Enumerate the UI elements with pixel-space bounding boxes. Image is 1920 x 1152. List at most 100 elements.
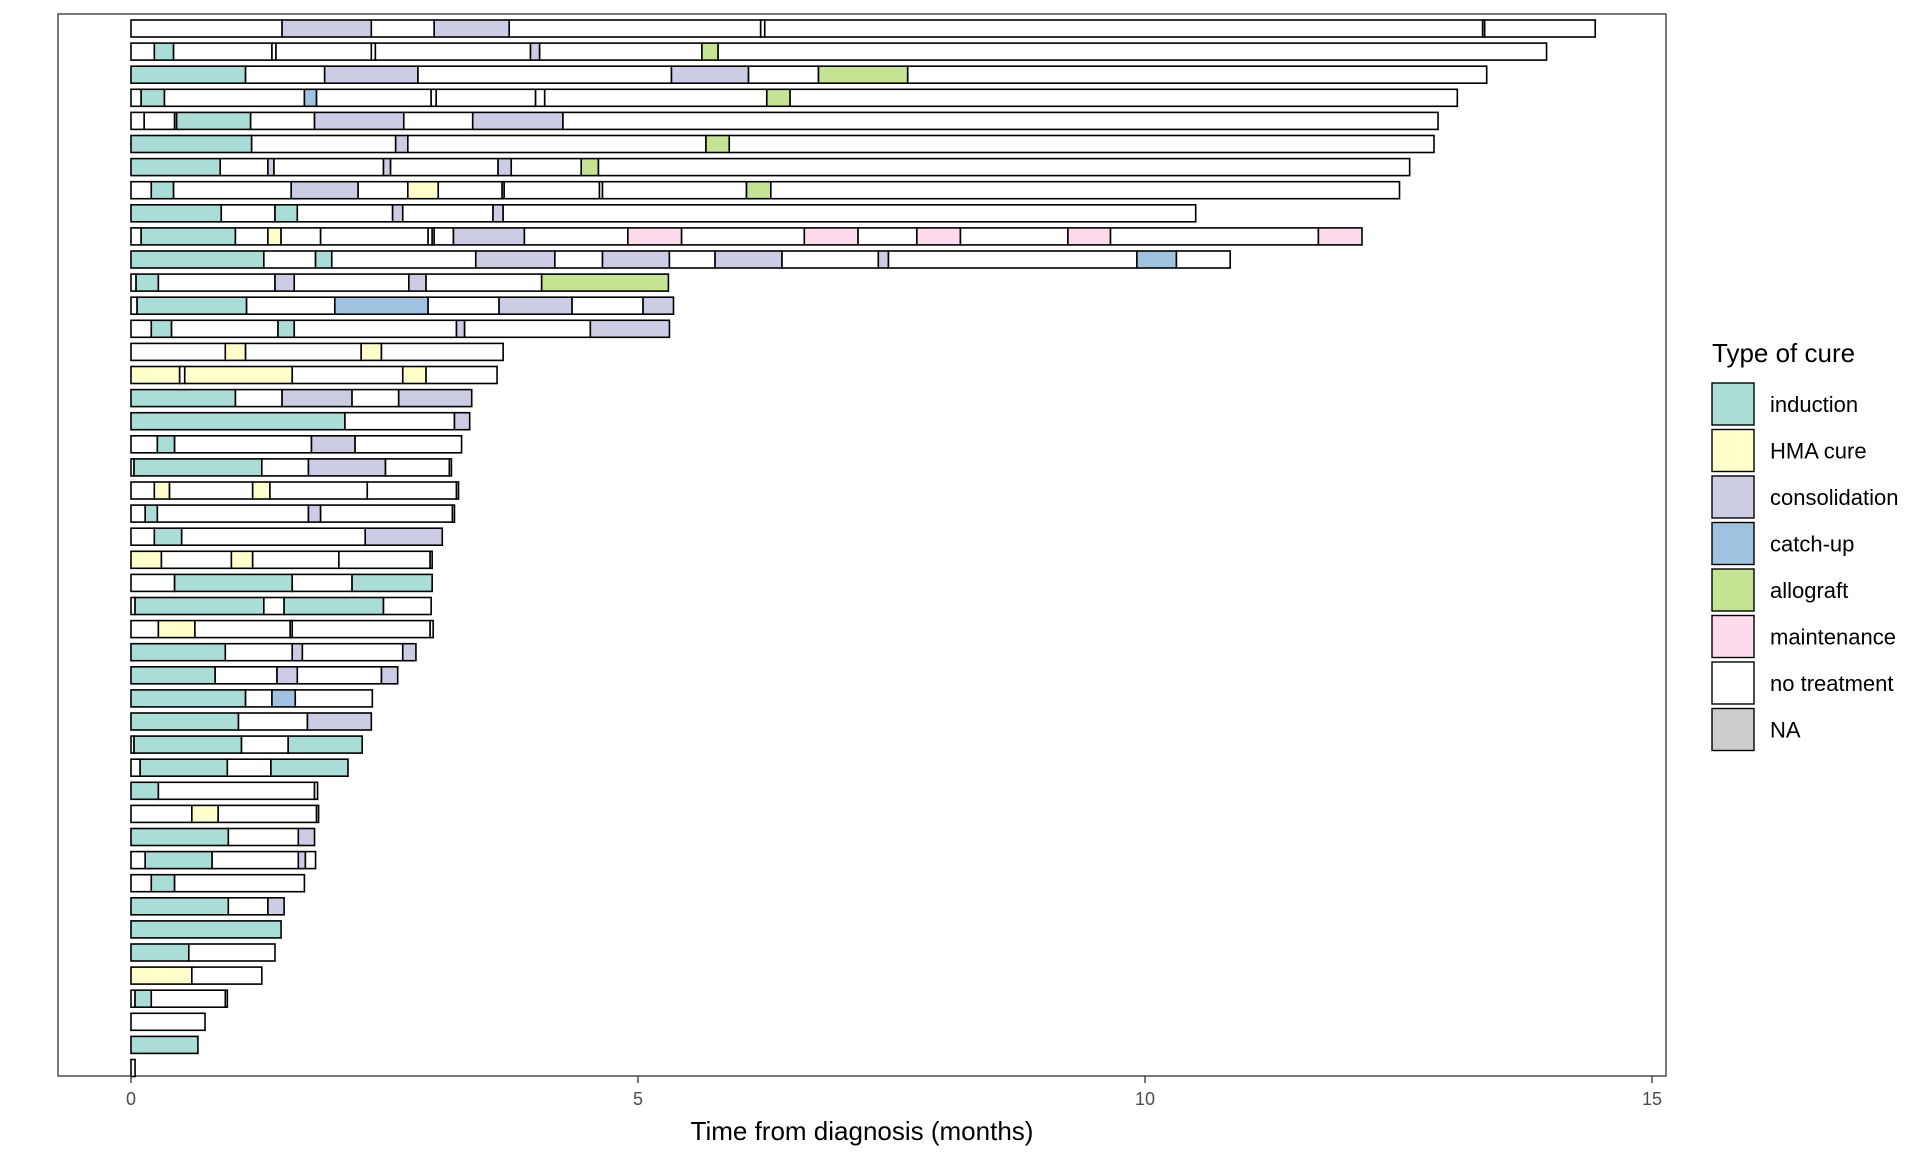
legend-key-consolidation bbox=[1711, 475, 1755, 519]
bar-segment-consolidation bbox=[291, 642, 304, 662]
bar-segment-induction bbox=[130, 134, 253, 154]
bar-segment-none bbox=[357, 180, 409, 200]
bar-segment-none bbox=[597, 157, 1411, 177]
patient-row bbox=[130, 434, 463, 454]
bar-segment-none bbox=[172, 42, 273, 61]
bar-segment-none bbox=[156, 504, 310, 523]
bar-segment-hma bbox=[360, 342, 383, 362]
bar-segment-none bbox=[261, 458, 310, 477]
bar-segment-none bbox=[245, 296, 336, 316]
bar-segment-consolidation bbox=[267, 157, 275, 177]
patient-row bbox=[130, 642, 417, 662]
bar-segment-none bbox=[250, 134, 397, 154]
patient-bars bbox=[130, 19, 1597, 1078]
bar-segment-none bbox=[293, 273, 410, 292]
bar-segment-consolidation bbox=[433, 19, 511, 38]
patient-row bbox=[130, 111, 1439, 131]
bar-segment-induction bbox=[130, 896, 230, 916]
bar-segment-induction bbox=[153, 527, 183, 547]
patient-row bbox=[130, 804, 320, 824]
bar-segment-induction bbox=[130, 65, 247, 84]
bar-segment-hma bbox=[267, 227, 282, 246]
bar-segment-none bbox=[463, 319, 592, 339]
bar-segment-none bbox=[234, 227, 269, 246]
patient-row bbox=[130, 411, 471, 431]
bar-segment-consolidation bbox=[380, 665, 399, 685]
bar-segment-none bbox=[211, 850, 300, 870]
bar-segment-none bbox=[534, 88, 546, 108]
bar-segment-none bbox=[214, 665, 278, 685]
patient-row bbox=[130, 250, 1231, 269]
bar-segment-induction bbox=[130, 1035, 199, 1055]
bar-segment-none bbox=[429, 550, 433, 570]
bar-segment-induction bbox=[130, 943, 190, 962]
bar-segment-none bbox=[425, 365, 498, 385]
bar-segment-consolidation bbox=[498, 296, 573, 316]
bar-segment-consolidation bbox=[306, 712, 373, 731]
bar-segment-none bbox=[219, 157, 269, 177]
bar-segment-hma bbox=[157, 619, 196, 639]
bar-segment-none bbox=[130, 42, 156, 61]
patient-row bbox=[130, 296, 675, 316]
bar-segment-none bbox=[448, 458, 453, 477]
bar-segment-consolidation bbox=[391, 204, 404, 223]
bar-segment-none bbox=[130, 180, 153, 200]
bar-segment-none bbox=[160, 550, 233, 570]
bar-segment-none bbox=[401, 204, 494, 223]
bar-segment-none bbox=[227, 827, 300, 847]
bar-segment-catchup bbox=[303, 88, 318, 108]
bar-segment-induction bbox=[133, 735, 243, 754]
legend-item-maintenance: maintenance bbox=[1711, 614, 1896, 659]
bar-segment-none bbox=[273, 157, 385, 177]
legend-key-allograft bbox=[1711, 568, 1755, 612]
legend-item-none: no treatment bbox=[1711, 661, 1894, 705]
patient-row bbox=[130, 896, 285, 916]
bar-segment-induction bbox=[139, 758, 229, 778]
bar-segment-none bbox=[380, 342, 504, 362]
bar-segment-none bbox=[382, 596, 432, 616]
legend-key-maintenance bbox=[1711, 614, 1755, 659]
bar-segment-none bbox=[543, 88, 768, 108]
bar-segment-induction bbox=[130, 712, 240, 731]
bar-segment-consolidation bbox=[310, 434, 356, 454]
bar-segment-none bbox=[503, 180, 601, 200]
legend-item-induction: induction bbox=[1711, 382, 1858, 426]
bar-segment-none bbox=[291, 619, 431, 639]
bar-segment-induction bbox=[351, 573, 433, 593]
bar-segment-none bbox=[130, 573, 176, 593]
bar-segment-induction bbox=[140, 88, 166, 108]
bar-segment-none bbox=[220, 204, 276, 223]
bar-segment-none bbox=[130, 227, 142, 246]
bar-segment-none bbox=[510, 157, 583, 177]
bar-segment-none bbox=[263, 596, 285, 616]
bar-segment-none bbox=[130, 504, 146, 523]
patient-row bbox=[130, 65, 1488, 84]
bar-segment-consolidation bbox=[453, 411, 471, 431]
patient-row bbox=[130, 365, 498, 385]
patient-row bbox=[130, 712, 373, 731]
bar-segment-none bbox=[562, 111, 1439, 131]
bar-segment-induction bbox=[134, 596, 265, 616]
legend-item-allograft: allograft bbox=[1711, 568, 1848, 612]
bar-segment-consolidation bbox=[471, 111, 564, 131]
bar-segment-hma bbox=[130, 365, 181, 385]
bar-segment-none bbox=[172, 180, 293, 200]
bar-segment-none bbox=[389, 157, 499, 177]
bar-segment-none bbox=[508, 19, 762, 38]
bar-segment-none bbox=[857, 227, 918, 246]
legend-title: Type of cure bbox=[1712, 338, 1855, 368]
patient-row bbox=[130, 596, 432, 616]
bar-segment-none bbox=[538, 42, 703, 61]
bar-segment-none bbox=[130, 1058, 136, 1078]
bar-segment-consolidation bbox=[492, 204, 504, 223]
bar-segment-none bbox=[130, 296, 138, 316]
bar-segment-consolidation bbox=[670, 65, 750, 84]
patient-row bbox=[130, 180, 1401, 200]
bar-segment-maintenance bbox=[916, 227, 962, 246]
bar-segment-none bbox=[130, 850, 146, 870]
bar-segment-induction bbox=[130, 157, 222, 177]
bar-segment-none bbox=[130, 111, 145, 131]
bar-segment-allograft bbox=[745, 180, 772, 200]
bar-segment-induction bbox=[173, 573, 294, 593]
